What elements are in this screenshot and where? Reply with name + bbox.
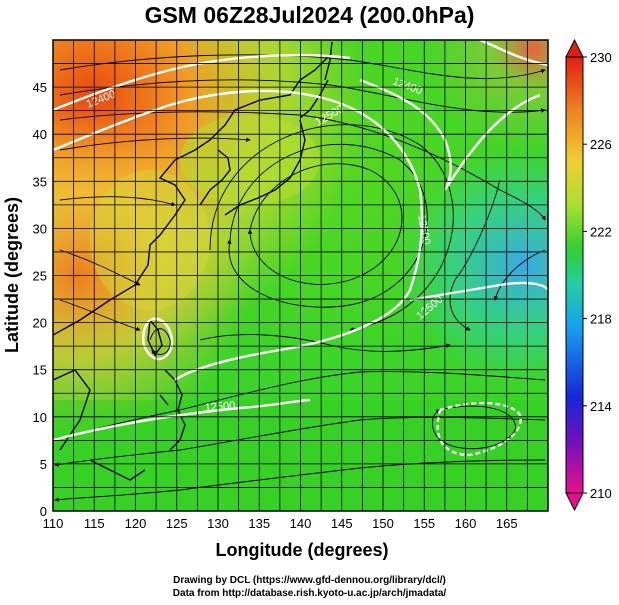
colorbar-min-triangle	[565, 492, 584, 512]
grid-lines	[53, 40, 548, 511]
credits-line-2: Data from http://database.rish.kyoto-u.a…	[172, 588, 447, 599]
colorbar-max-triangle	[565, 38, 584, 58]
colorbar-label: 222	[590, 224, 612, 239]
y-tick-labels: 0 5 10 15 20 25 30 35 40 45	[33, 80, 47, 519]
x-tick-label: 165	[496, 516, 518, 531]
x-tick-label: 150	[372, 516, 394, 531]
x-tick-label: 135	[248, 516, 270, 531]
y-tick-label: 15	[33, 363, 47, 378]
y-tick-label: 0	[40, 504, 47, 519]
contour-label: 12500	[204, 400, 235, 414]
y-tick-label: 35	[33, 174, 47, 189]
contour-label: 12500	[415, 213, 432, 245]
plot-frame	[52, 39, 549, 512]
y-tick-label: 5	[40, 457, 47, 472]
credits-line-1: Drawing by DCL (https://www.gfd-dennou.o…	[173, 575, 446, 586]
y-tick-label: 25	[33, 269, 47, 284]
x-tick-label: 115	[84, 516, 105, 531]
x-tick-label: 140	[290, 516, 312, 531]
y-axis-title: Latitude (degrees)	[2, 197, 22, 353]
colorbar-label: 218	[590, 312, 612, 327]
x-tick-labels: 110 115 120 125 130 135 140 145 150 155 160 165	[43, 516, 518, 531]
x-tick-label: 125	[166, 516, 188, 531]
x-tick-label: 110	[43, 516, 64, 531]
y-tick-label: 10	[33, 410, 47, 425]
x-tick-label: 145	[331, 516, 353, 531]
y-tick-label: 40	[33, 127, 47, 142]
colorbar-label: 230	[590, 50, 612, 65]
colorbar: 230 226 222 218 214 210	[565, 38, 612, 512]
colorbar-label: 226	[590, 137, 612, 152]
map-title: GSM 06Z28Jul2024 (200.0hPa)	[144, 2, 475, 28]
y-tick-label: 30	[33, 221, 47, 236]
x-tick-label: 155	[413, 516, 435, 531]
y-tick-label: 20	[33, 316, 47, 331]
x-tick-label: 120	[125, 516, 147, 531]
y-tick-label: 45	[33, 80, 47, 95]
x-axis-title: Longitude (degrees)	[215, 540, 388, 560]
x-tick-label: 130	[207, 516, 229, 531]
colorbar-label: 210	[590, 486, 612, 501]
colorbar-label: 214	[590, 399, 612, 414]
colorbar-gradient	[565, 56, 584, 494]
x-tick-label: 160	[455, 516, 477, 531]
credits: Drawing by DCL (https://www.gfd-dennou.o…	[0, 574, 619, 600]
